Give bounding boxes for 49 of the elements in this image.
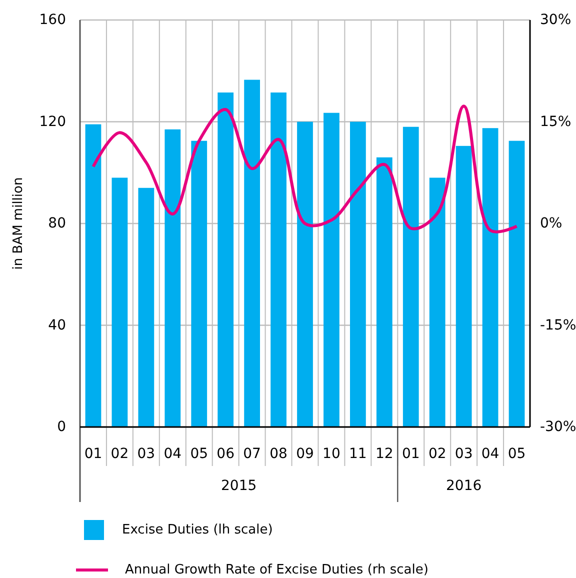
bar — [376, 157, 392, 427]
x-tick-label: 07 — [243, 446, 261, 462]
bar — [350, 122, 366, 427]
x-tick-label: 12 — [376, 446, 394, 462]
bar — [508, 140, 525, 427]
y-tick-label: 160 — [39, 12, 66, 28]
x-tick-label: 01 — [84, 446, 102, 462]
bar — [85, 124, 102, 427]
y2-tick-label: 30% — [540, 12, 572, 28]
text: 2015 — [221, 478, 257, 494]
x-tick-label: 04 — [481, 446, 500, 462]
bar — [482, 128, 498, 427]
y2-tick-label: 0% — [540, 216, 562, 232]
bar — [112, 178, 128, 427]
x-tick-label: 09 — [296, 446, 314, 462]
x-tick-label: 03 — [454, 446, 473, 462]
x-tick-label: 10 — [322, 446, 340, 462]
x-tick-label: 08 — [270, 446, 288, 462]
bar — [429, 178, 446, 427]
y-tick-label: 120 — [39, 114, 66, 130]
bar — [191, 140, 208, 427]
x-tick-label: 03 — [137, 446, 156, 462]
x-tick-label: 02 — [428, 446, 446, 462]
y-tick-label: 80 — [48, 216, 66, 232]
bar — [218, 92, 234, 427]
y2-tick-label: 15% — [540, 114, 572, 130]
x-tick-label: 01 — [402, 446, 420, 462]
y2-tick-label: -15% — [540, 317, 576, 334]
bar — [456, 146, 472, 427]
y-axis-title: in BAM million — [11, 177, 26, 270]
x-tick-label: 05 — [508, 446, 526, 462]
x-tick-label: 04 — [164, 446, 182, 462]
x-tick-label: 02 — [110, 446, 129, 462]
bar — [297, 122, 313, 427]
bar — [270, 92, 286, 427]
bar — [164, 129, 181, 427]
y2-tick-label: -30% — [540, 419, 576, 435]
x-tick-label: 06 — [216, 446, 235, 462]
y-tick-label: 0 — [57, 419, 66, 435]
bar — [324, 112, 340, 427]
x-tick-label: 05 — [190, 446, 208, 462]
text: 2016 — [446, 478, 482, 494]
x-tick-label: 11 — [349, 446, 367, 462]
bar — [402, 126, 419, 427]
bar — [138, 188, 154, 427]
bar — [244, 80, 260, 427]
legend-label: Annual Growth Rate of Excise Duties (rh scale) — [125, 562, 428, 578]
y-tick-label: 40 — [48, 317, 66, 334]
legend-label: Excise Duties (lh scale) — [122, 522, 273, 538]
